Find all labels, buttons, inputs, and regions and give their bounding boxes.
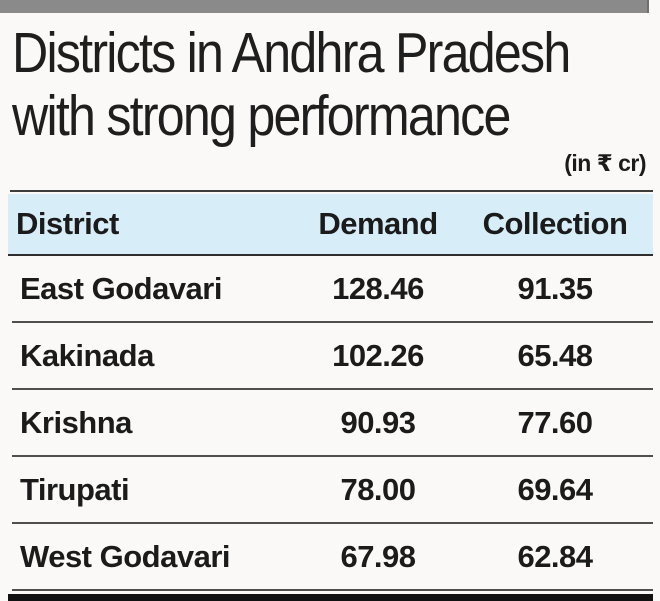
demand-cell: 102.26: [332, 337, 424, 373]
chart-title-line2: with strong performance: [12, 84, 511, 148]
district-cell: West Godavari: [20, 538, 231, 574]
collection-cell: 62.84: [517, 538, 593, 574]
district-cell: Tirupati: [20, 471, 130, 507]
table-row: Tirupati 78.00 69.64: [12, 457, 653, 524]
table-header-row: District Demand Collection: [8, 194, 653, 256]
demand-cell: 78.00: [340, 471, 416, 507]
chart-title-line1: Districts in Andhra Pradesh: [12, 21, 571, 85]
unit-note: (in ₹ cr): [564, 150, 646, 176]
table-row: West Godavari 67.98 62.84: [12, 524, 653, 591]
header-district: District: [16, 206, 119, 241]
table-row: Krishna 90.93 77.60: [12, 390, 653, 457]
collection-cell: 69.64: [517, 471, 593, 507]
table-top-rule: [10, 190, 653, 192]
header-collection: Collection: [482, 206, 628, 241]
district-cell: Kakinada: [20, 337, 154, 373]
collection-cell: 77.60: [517, 404, 593, 440]
bottom-rule-bar: [8, 594, 653, 601]
table-row: East Godavari 128.46 91.35: [12, 256, 653, 323]
top-accent-bar: [0, 0, 649, 13]
collection-cell: 65.48: [517, 337, 593, 373]
demand-cell: 67.98: [340, 538, 416, 574]
demand-cell: 128.46: [332, 270, 424, 306]
collection-cell: 91.35: [517, 270, 593, 306]
data-table: District Demand Collection East Godavari…: [8, 190, 653, 601]
district-cell: East Godavari: [20, 270, 222, 306]
table-row: Kakinada 102.26 65.48: [12, 323, 653, 390]
demand-cell: 90.93: [340, 404, 416, 440]
chart-title: Districts in Andhra Pradesh with strong …: [12, 21, 571, 148]
header-demand: Demand: [318, 206, 438, 241]
district-cell: Krishna: [20, 404, 132, 440]
